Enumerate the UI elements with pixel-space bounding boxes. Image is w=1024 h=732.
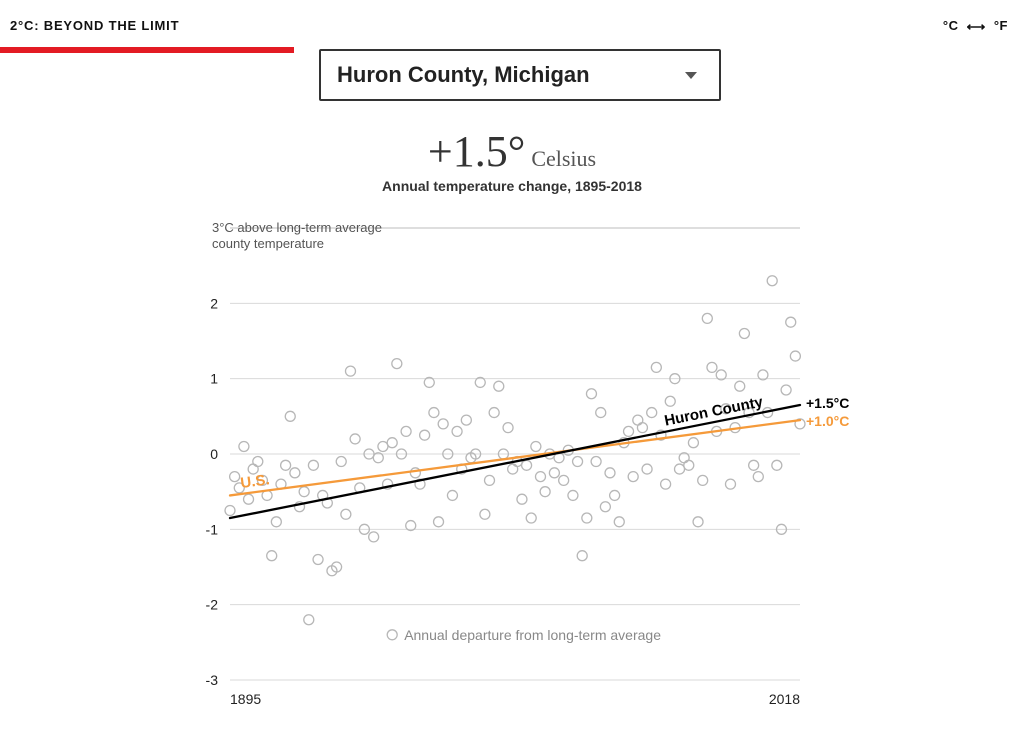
headline-unit: Celsius [531,146,596,171]
svg-text:U.S.: U.S. [239,471,270,492]
svg-text:Annual departure from long-ter: Annual departure from long-term average [404,627,661,643]
svg-text:2018: 2018 [769,691,800,707]
svg-text:0: 0 [210,446,218,462]
svg-text:2: 2 [210,295,218,311]
county-select[interactable]: Huron County, Michigan [319,49,721,101]
unit-fahrenheit[interactable]: °F [994,18,1008,33]
headline: +1.5°Celsius [0,126,1024,177]
county-select-label: Huron County, Michigan [337,62,590,88]
svg-text:Huron County: Huron County [663,393,765,429]
chart-subtitle: Annual temperature change, 1895-2018 [0,178,1024,194]
swap-icon: ⟷ [967,19,986,35]
svg-text:-2: -2 [206,597,219,613]
svg-text:3°C above long-term average: 3°C above long-term average [212,220,382,235]
svg-text:-1: -1 [206,521,219,537]
top-bar: 2°C: BEYOND THE LIMIT °C ⟷ °F [0,0,1024,40]
svg-text:-3: -3 [206,672,219,688]
svg-text:1895: 1895 [230,691,261,707]
svg-text:+1.5°C: +1.5°C [806,395,849,411]
unit-toggle[interactable]: °C ⟷ °F [943,18,1008,34]
svg-text:+1.0°C: +1.0°C [806,413,849,429]
chevron-down-icon [685,72,697,79]
unit-celsius[interactable]: °C [943,18,959,33]
temperature-chart: -3 -2 -1 0 1 2 3°C above long-term averagecoun… [180,210,860,720]
page-title: 2°C: BEYOND THE LIMIT [10,18,179,33]
chart-svg: -3 -2 -1 0 1 2 3°C above long-term averagecoun… [180,210,860,720]
svg-text:county temperature: county temperature [212,236,324,251]
headline-value: +1.5° [428,127,525,176]
svg-text:1: 1 [210,371,218,387]
red-progress-bar [0,47,294,53]
